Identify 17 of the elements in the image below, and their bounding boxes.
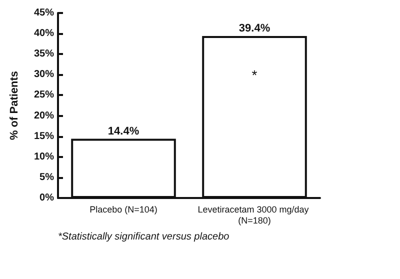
y-tick-label: 40% [34,28,54,40]
y-tick-label: 25% [34,90,54,101]
data-label: 14.4% [108,125,140,138]
y-tick-label: 45% [34,8,54,18]
y-tick-label: 0% [40,192,54,204]
x-tick-label: Levetiracetam 3000 mg/day (N=180) [198,204,312,226]
y-tick-label: 5% [40,172,54,183]
x-tick-label: Placebo (N=104) [90,204,158,214]
y-tick-label: 30% [34,69,54,80]
text: *Statistically significant versus placebo [58,232,230,242]
data-label: 39.4% [238,22,270,35]
y-tick-label: 15% [34,130,54,142]
y-axis-title: % of Patients [8,70,20,140]
y-tick-label: 35% [34,48,54,60]
annotation: * [252,66,258,83]
y-tick-label: 20% [34,110,54,122]
y-tick-label: 10% [34,151,54,162]
